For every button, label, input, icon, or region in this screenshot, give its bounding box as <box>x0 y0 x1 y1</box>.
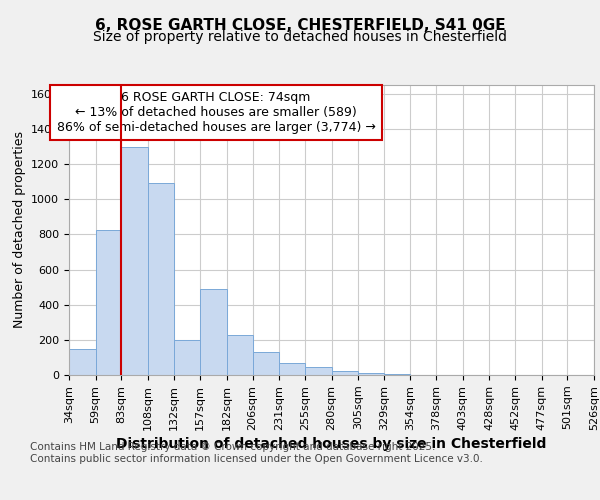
Text: Size of property relative to detached houses in Chesterfield: Size of property relative to detached ho… <box>93 30 507 44</box>
Bar <box>200 289 227 375</box>
Bar <box>279 362 305 375</box>
Bar <box>173 340 200 375</box>
Bar <box>69 348 95 375</box>
Bar <box>384 374 410 375</box>
Text: 6 ROSE GARTH CLOSE: 74sqm
← 13% of detached houses are smaller (589)
86% of semi: 6 ROSE GARTH CLOSE: 74sqm ← 13% of detac… <box>56 91 376 134</box>
Bar <box>121 146 148 375</box>
Bar <box>253 352 279 375</box>
Bar <box>95 230 121 375</box>
Bar <box>227 334 253 375</box>
X-axis label: Distribution of detached houses by size in Chesterfield: Distribution of detached houses by size … <box>116 437 547 451</box>
Bar <box>331 372 358 375</box>
Bar <box>358 373 384 375</box>
Bar <box>305 367 332 375</box>
Text: Contains HM Land Registry data © Crown copyright and database right 2025.
Contai: Contains HM Land Registry data © Crown c… <box>30 442 483 464</box>
Text: 6, ROSE GARTH CLOSE, CHESTERFIELD, S41 0GE: 6, ROSE GARTH CLOSE, CHESTERFIELD, S41 0… <box>95 18 505 32</box>
Y-axis label: Number of detached properties: Number of detached properties <box>13 132 26 328</box>
Bar <box>148 184 173 375</box>
